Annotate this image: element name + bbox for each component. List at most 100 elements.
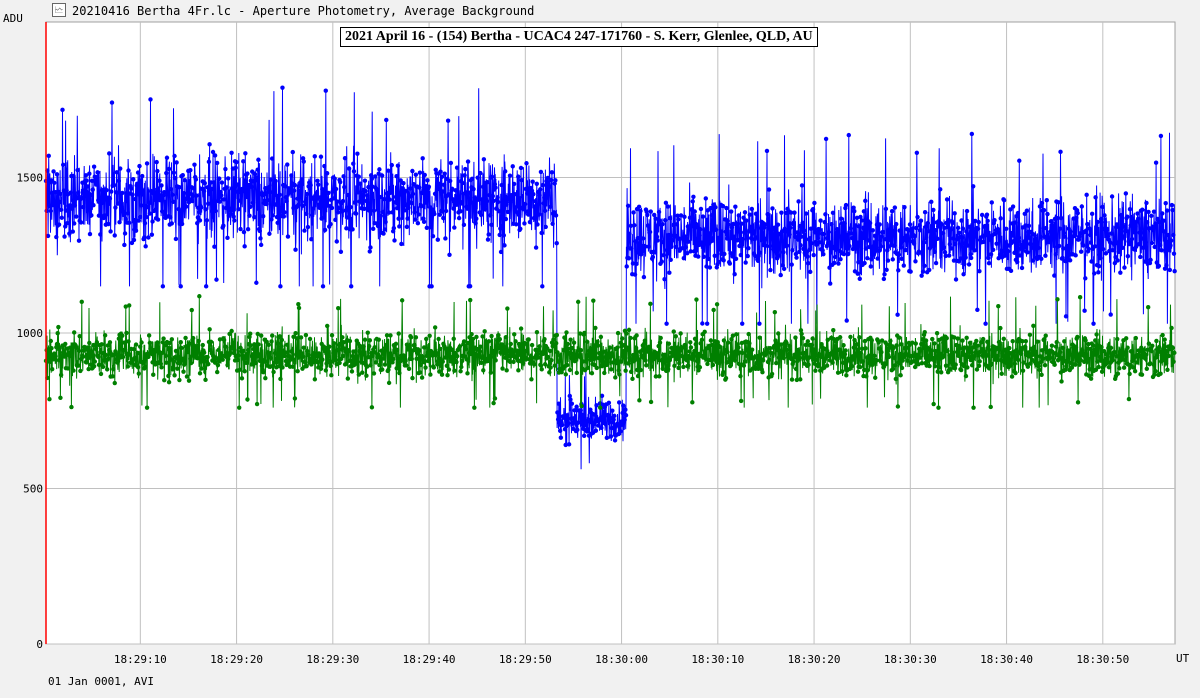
data-point	[421, 345, 427, 350]
data-point	[738, 252, 744, 258]
data-point	[437, 212, 443, 217]
data-point	[979, 212, 985, 218]
data-point	[443, 236, 448, 241]
data-point	[794, 255, 799, 260]
data-point	[857, 364, 863, 370]
data-point	[203, 284, 209, 289]
data-point	[731, 221, 736, 227]
data-point	[269, 156, 275, 161]
data-point	[950, 220, 955, 226]
data-point	[496, 199, 501, 205]
data-point	[536, 212, 542, 217]
data-point	[919, 341, 924, 347]
data-point	[1037, 204, 1043, 209]
data-point	[168, 215, 173, 220]
data-point	[799, 234, 804, 239]
data-point	[181, 369, 186, 374]
data-point	[76, 348, 82, 354]
data-point	[953, 241, 958, 247]
data-point	[377, 354, 383, 360]
data-point	[323, 88, 328, 93]
data-point	[598, 415, 603, 421]
data-point	[493, 358, 498, 363]
data-point	[169, 337, 175, 342]
data-point	[273, 178, 278, 184]
data-point	[270, 213, 276, 218]
data-point	[649, 364, 654, 369]
data-point	[504, 368, 509, 373]
data-point	[290, 364, 296, 369]
data-point	[1049, 219, 1054, 224]
data-point	[460, 180, 465, 186]
data-point	[1075, 210, 1080, 216]
data-point	[89, 349, 94, 354]
data-point	[778, 342, 784, 347]
data-point	[416, 212, 421, 217]
data-point	[569, 345, 575, 351]
data-point	[280, 85, 285, 90]
data-point	[765, 349, 770, 354]
data-point	[1103, 251, 1109, 256]
data-point	[141, 360, 146, 365]
data-point	[372, 345, 377, 350]
data-point	[103, 352, 109, 358]
data-point	[828, 240, 834, 245]
data-point	[224, 185, 229, 190]
data-point	[140, 192, 146, 197]
data-point	[608, 367, 614, 372]
data-point	[496, 345, 502, 351]
data-point	[396, 216, 401, 221]
data-point	[890, 257, 895, 262]
data-point	[171, 359, 177, 364]
data-point	[200, 342, 205, 348]
data-point	[136, 371, 142, 376]
data-point	[1139, 372, 1145, 377]
data-point	[832, 254, 838, 260]
data-point	[763, 243, 768, 248]
data-point	[736, 213, 741, 218]
data-point	[63, 341, 68, 347]
data-point	[1117, 366, 1122, 371]
data-point	[893, 376, 899, 382]
data-point	[922, 210, 928, 215]
data-point	[857, 276, 862, 281]
data-point	[1149, 213, 1154, 219]
data-point	[960, 338, 965, 343]
data-point	[146, 333, 152, 338]
data-point	[164, 360, 169, 365]
data-point	[846, 357, 852, 363]
data-point	[397, 370, 402, 376]
data-point	[237, 367, 243, 372]
data-point	[980, 336, 986, 342]
data-point	[890, 366, 896, 372]
data-point	[489, 222, 494, 227]
data-point	[127, 352, 133, 357]
data-point	[677, 360, 682, 366]
data-point	[190, 335, 196, 341]
data-point	[432, 191, 438, 196]
data-point	[669, 244, 674, 249]
data-point	[674, 222, 680, 227]
data-point	[888, 229, 893, 234]
data-point	[556, 359, 561, 364]
data-point	[175, 366, 180, 371]
data-point	[1136, 242, 1142, 247]
data-point	[945, 224, 950, 230]
data-point	[843, 348, 848, 353]
data-point	[745, 253, 750, 259]
data-point	[269, 217, 274, 222]
data-point	[919, 273, 924, 278]
data-point	[633, 345, 639, 350]
data-point	[182, 178, 188, 183]
data-point	[292, 182, 298, 188]
data-point	[409, 200, 414, 206]
data-point	[973, 350, 978, 355]
data-point	[323, 368, 329, 373]
data-point	[697, 365, 703, 370]
data-point	[1127, 371, 1132, 377]
data-point	[737, 229, 743, 235]
data-point	[984, 212, 990, 217]
data-point	[177, 185, 182, 190]
data-point	[1060, 355, 1065, 361]
